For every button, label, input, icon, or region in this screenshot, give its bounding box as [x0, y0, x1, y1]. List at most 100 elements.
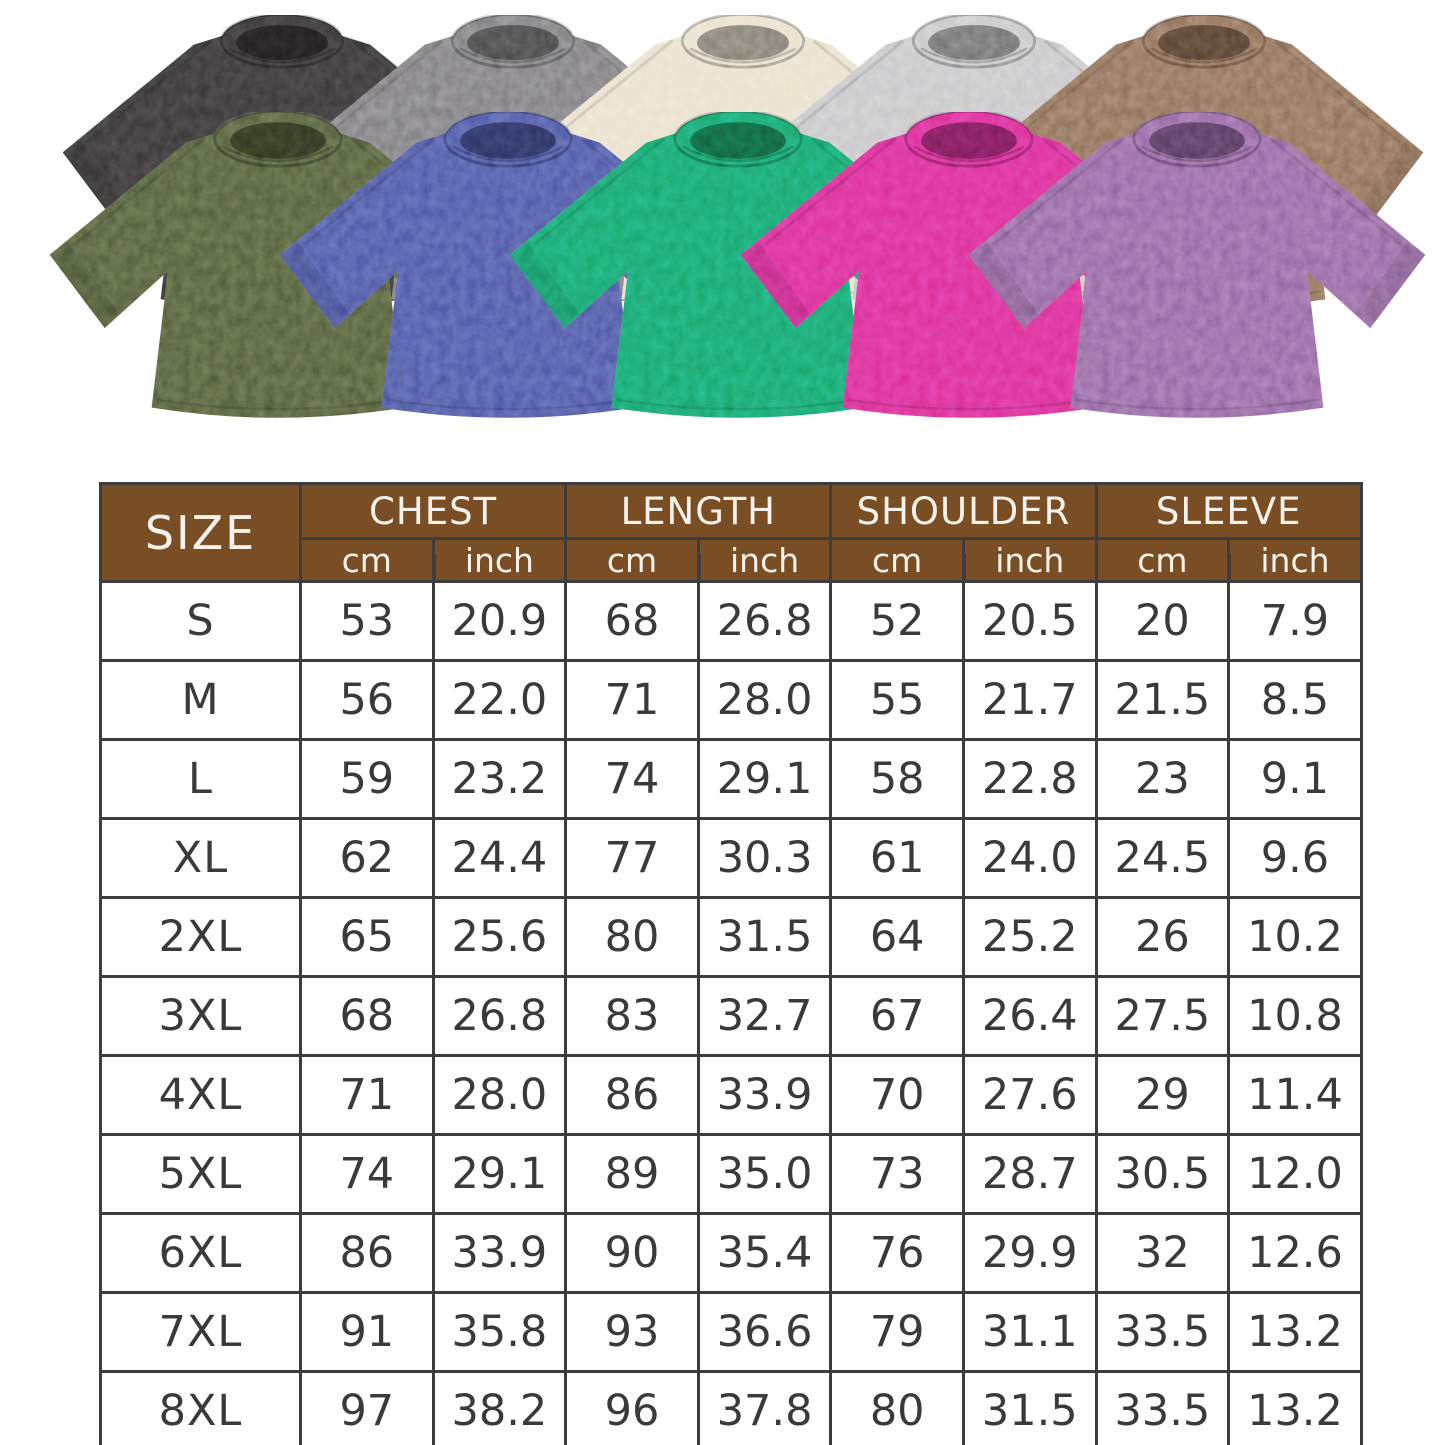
unit-header-sleeve-cm: cm: [1094, 537, 1231, 583]
size-chart-header: SIZE CHEST LENGTH SHOULDER SLEEVE cm inch cm inc…: [99, 482, 1363, 583]
measurement-value: 29.1: [696, 738, 833, 820]
measurement-value: 83: [564, 975, 700, 1057]
measurement-value: 12.6: [1227, 1212, 1363, 1294]
measurement-value: 11.4: [1227, 1054, 1363, 1136]
column-header-length: LENGTH: [564, 482, 833, 540]
measurement-value: 58: [829, 738, 965, 820]
measurement-value: 61: [829, 817, 965, 899]
size-row-4xl: 4XL 71 28.0 86 33.9 70 27.6 29 11.4: [99, 1054, 1363, 1136]
unit-header-length-cm: cm: [564, 537, 700, 583]
measurement-value: 31.5: [961, 1370, 1098, 1445]
measurement-value: 32.7: [696, 975, 833, 1057]
measurement-value: 20.9: [431, 580, 568, 662]
measurement-value: 37.8: [696, 1370, 833, 1445]
measurement-value: 53: [299, 580, 435, 662]
measurement-value: 32: [1094, 1212, 1231, 1294]
measurement-value: 27.5: [1094, 975, 1231, 1057]
size-row-m: M 56 22.0 71 28.0 55 21.7 21.5 8.5: [99, 659, 1363, 741]
unit-header-shoulder-cm: cm: [829, 537, 965, 583]
measurement-value: 28.0: [431, 1054, 568, 1136]
size-row-3xl: 3XL 68 26.8 83 32.7 67 26.4 27.5 10.8: [99, 975, 1363, 1057]
tshirt-graphic: [952, 112, 1442, 428]
size-label: XL: [99, 817, 302, 899]
unit-header-sleeve-inch: inch: [1226, 537, 1363, 583]
measurement-value: 8.5: [1227, 659, 1363, 741]
size-row-2xl: 2XL 65 25.6 80 31.5 64 25.2 26 10.2: [99, 896, 1363, 978]
column-header-size: SIZE: [99, 482, 302, 583]
measurement-value: 65: [299, 896, 435, 978]
measurement-value: 9.6: [1227, 817, 1363, 899]
tshirt-gallery: [0, 0, 1445, 470]
measurement-value: 30.3: [696, 817, 833, 899]
measurement-value: 67: [829, 975, 965, 1057]
measurement-value: 20: [1094, 580, 1231, 662]
measurement-value: 9.1: [1227, 738, 1363, 820]
measurement-value: 86: [564, 1054, 700, 1136]
measurement-value: 70: [829, 1054, 965, 1136]
measurement-value: 35.8: [431, 1291, 568, 1373]
measurement-value: 26.8: [696, 580, 833, 662]
measurement-value: 52: [829, 580, 965, 662]
measurement-value: 80: [829, 1370, 965, 1445]
size-label: M: [99, 659, 302, 741]
measurement-value: 68: [564, 580, 700, 662]
measurement-value: 68: [299, 975, 435, 1057]
measurement-value: 12.0: [1227, 1133, 1363, 1215]
measurement-value: 74: [564, 738, 700, 820]
size-row-xl: XL 62 24.4 77 30.3 61 24.0 24.5 9.6: [99, 817, 1363, 899]
measurement-value: 24.5: [1094, 817, 1231, 899]
column-header-chest: CHEST: [298, 482, 568, 540]
measurement-value: 31.5: [696, 896, 833, 978]
column-header-shoulder: SHOULDER: [829, 482, 1098, 540]
measurement-value: 23.2: [431, 738, 568, 820]
measurement-value: 25.2: [961, 896, 1098, 978]
unit-header-chest-cm: cm: [299, 537, 435, 583]
measurement-value: 27.6: [961, 1054, 1098, 1136]
measurement-value: 74: [299, 1133, 435, 1215]
size-chart-body: S 53 20.9 68 26.8 52 20.5 20 7.9 M 56 22.0 71 28.0 55 2…: [99, 580, 1363, 1445]
measurement-value: 77: [564, 817, 700, 899]
measurement-value: 29: [1094, 1054, 1231, 1136]
measurement-value: 28.7: [961, 1133, 1098, 1215]
measurement-value: 23: [1094, 738, 1231, 820]
measurement-value: 26: [1094, 896, 1231, 978]
size-label: 3XL: [99, 975, 302, 1057]
unit-header-chest-inch: inch: [431, 537, 568, 583]
measurement-value: 20.5: [961, 580, 1098, 662]
size-row-8xl: 8XL 97 38.2 96 37.8 80 31.5 33.5 13.2: [99, 1370, 1363, 1445]
tshirt-purple: [952, 112, 1442, 428]
measurement-value: 31.1: [961, 1291, 1098, 1373]
measurement-value: 7.9: [1227, 580, 1363, 662]
size-row-5xl: 5XL 74 29.1 89 35.0 73 28.7 30.5 12.0: [99, 1133, 1363, 1215]
measurement-value: 25.6: [431, 896, 568, 978]
measurement-value: 79: [829, 1291, 965, 1373]
measurement-value: 24.4: [431, 817, 568, 899]
measurement-value: 22.0: [431, 659, 568, 741]
measurement-value: 76: [829, 1212, 965, 1294]
unit-header-length-inch: inch: [696, 537, 833, 583]
measurement-value: 33.5: [1094, 1291, 1231, 1373]
measurement-value: 13.2: [1227, 1291, 1363, 1373]
size-label: L: [99, 738, 302, 820]
measurement-value: 96: [564, 1370, 700, 1445]
measurement-value: 33.5: [1094, 1370, 1231, 1445]
measurement-value: 28.0: [696, 659, 833, 741]
measurement-value: 80: [564, 896, 700, 978]
measurement-value: 33.9: [696, 1054, 833, 1136]
size-row-7xl: 7XL 91 35.8 93 36.6 79 31.1 33.5 13.2: [99, 1291, 1363, 1373]
size-label: 6XL: [99, 1212, 302, 1294]
measurement-value: 24.0: [961, 817, 1098, 899]
measurement-value: 56: [299, 659, 435, 741]
column-header-sleeve: SLEEVE: [1094, 482, 1363, 540]
size-label: 8XL: [99, 1370, 302, 1445]
measurement-value: 89: [564, 1133, 700, 1215]
size-row-6xl: 6XL 86 33.9 90 35.4 76 29.9 32 12.6: [99, 1212, 1363, 1294]
measurement-value: 93: [564, 1291, 700, 1373]
size-label: 7XL: [99, 1291, 302, 1373]
measurement-value: 30.5: [1094, 1133, 1231, 1215]
size-label: 2XL: [99, 896, 302, 978]
measurement-value: 73: [829, 1133, 965, 1215]
measurement-value: 36.6: [696, 1291, 833, 1373]
measurement-value: 35.0: [696, 1133, 833, 1215]
